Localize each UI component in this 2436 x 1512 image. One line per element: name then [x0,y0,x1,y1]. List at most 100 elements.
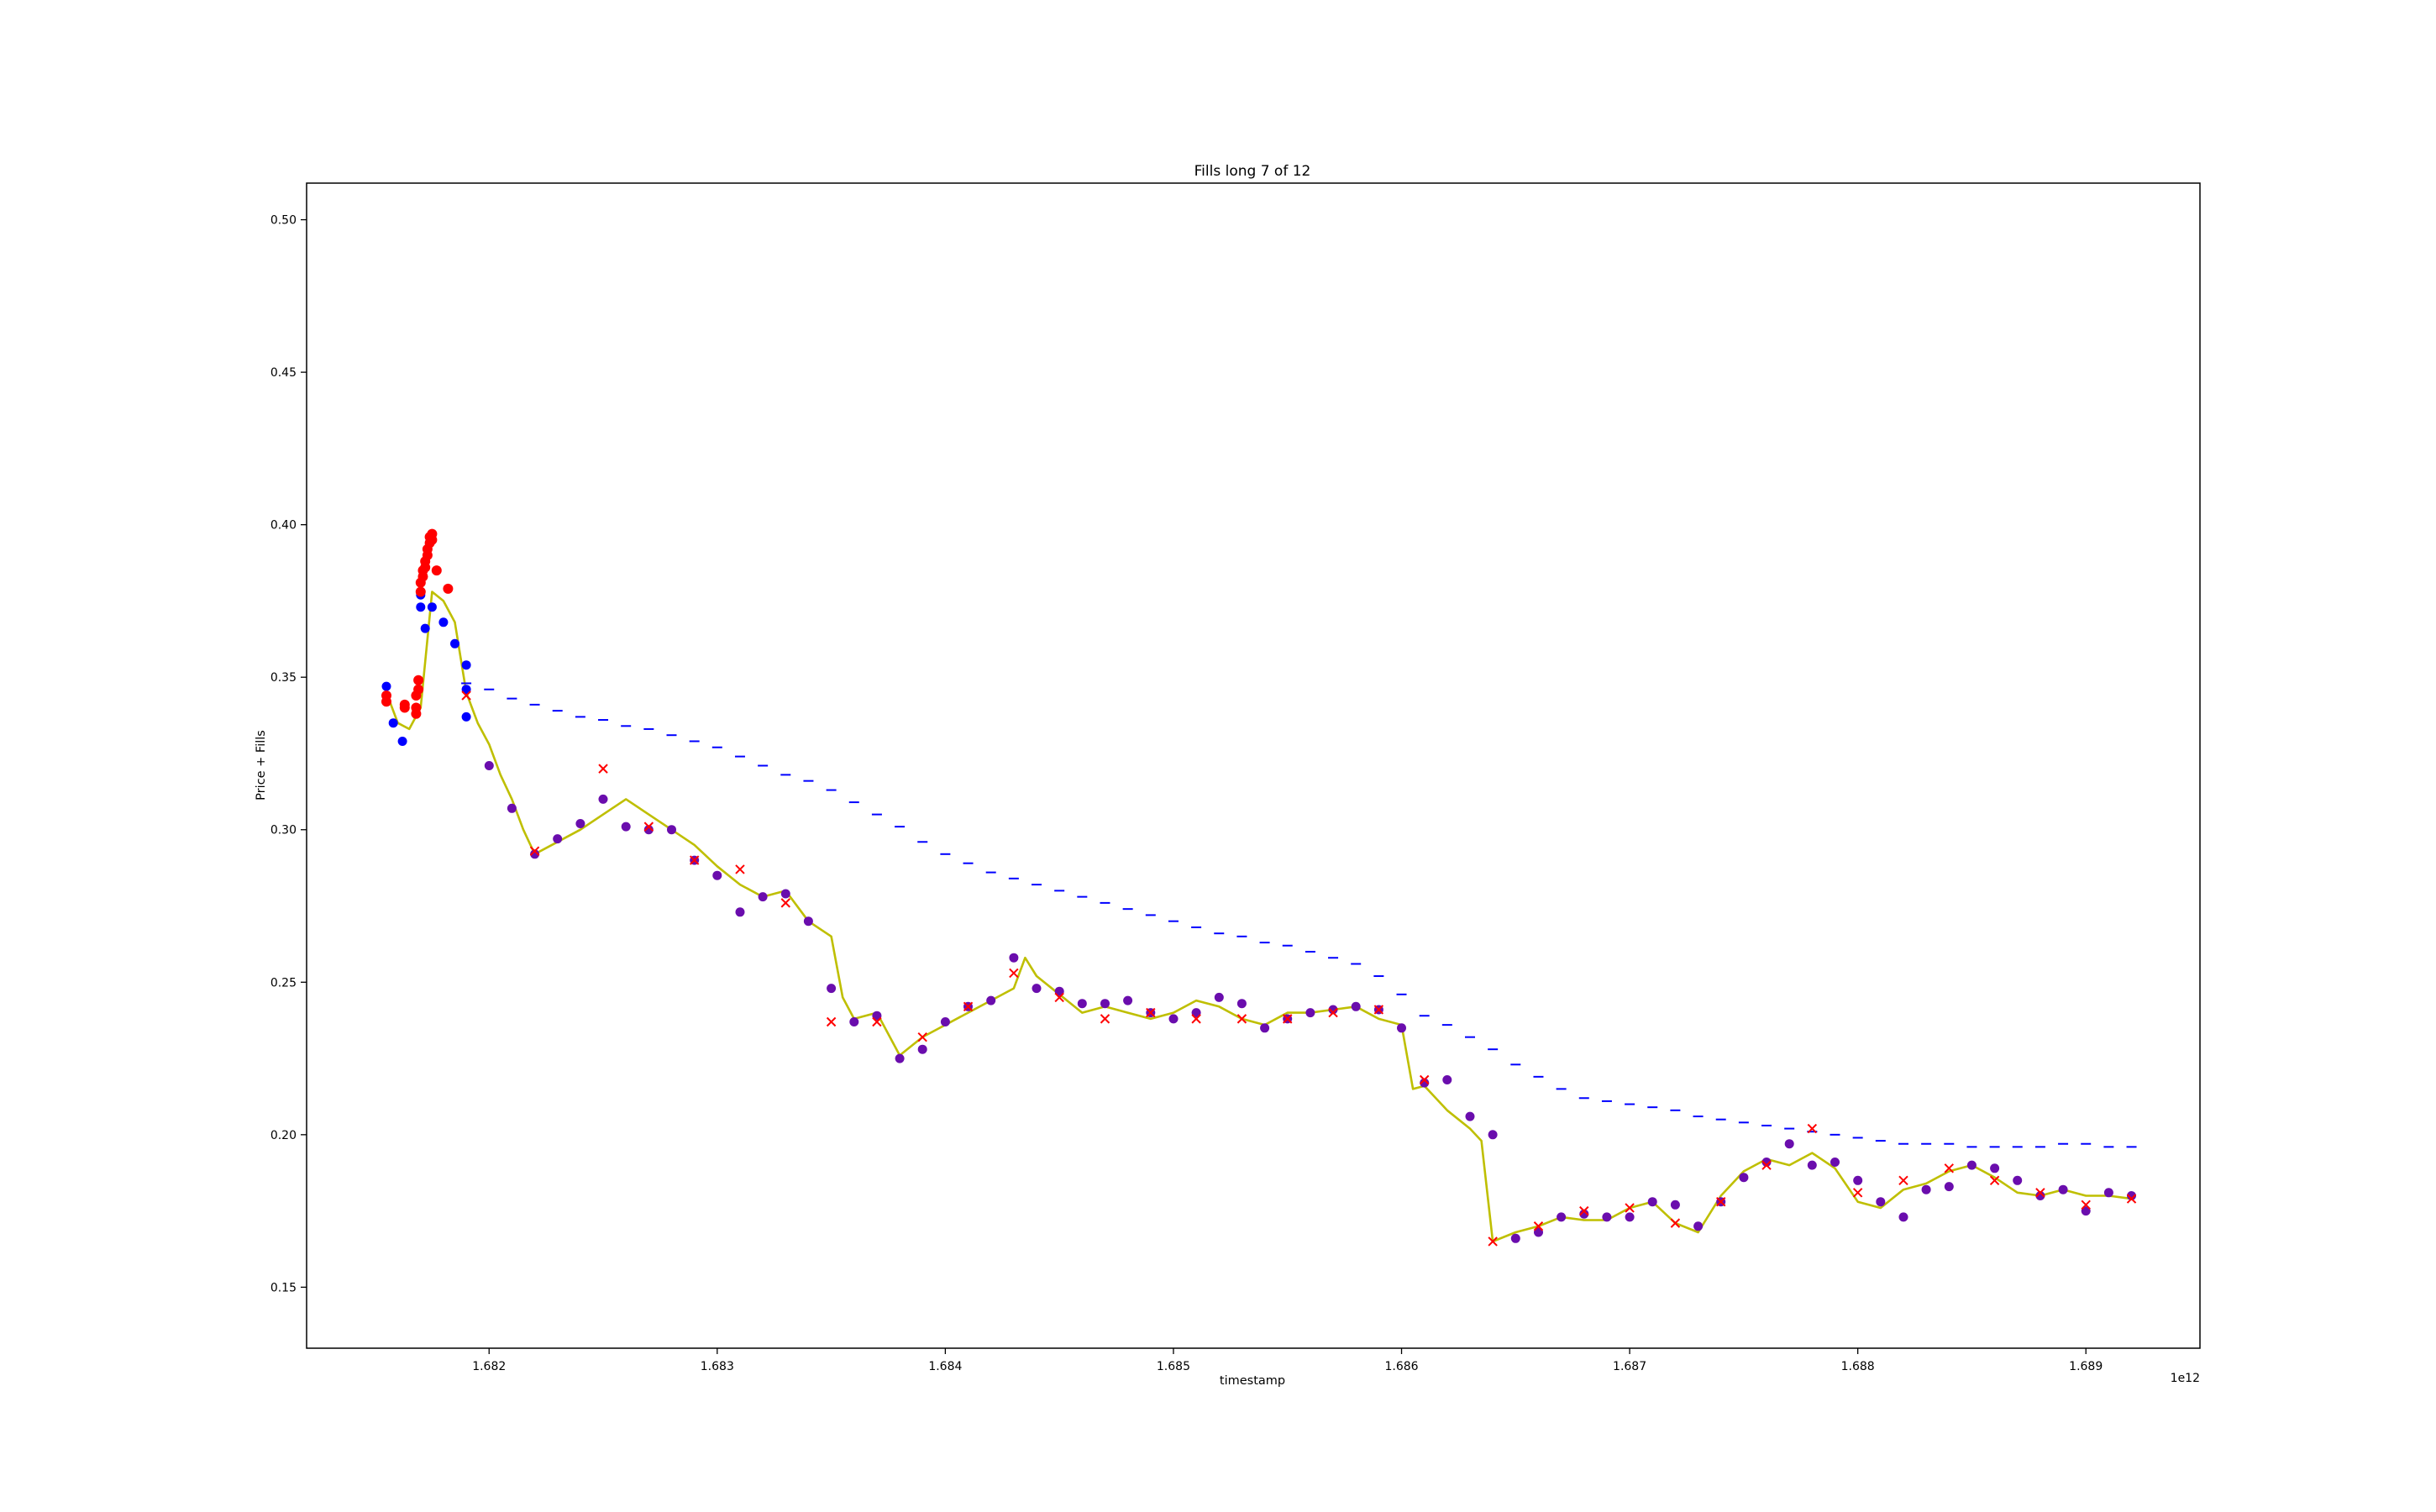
close-marker [1716,1197,1726,1207]
entry-fill-point [849,1017,859,1026]
y-tick-label: 0.35 [270,671,297,685]
entry-fill-point [1328,1005,1338,1015]
x-tick-label: 1.688 [1841,1360,1875,1373]
entry-fill-point [803,916,813,927]
entry-fill-point [397,737,407,746]
close-marker [529,846,540,856]
entry-fill-point [1420,1078,1430,1088]
entry-fill-point [461,660,471,670]
close-marker [643,822,654,832]
entry-fill-point [1351,1001,1361,1011]
close-marker [963,1001,974,1012]
entry-fill-point [2103,1188,2113,1198]
x-tick-label: 1.684 [928,1360,962,1373]
entry-fill-point [1054,986,1064,996]
close-marker [1488,1236,1498,1247]
close-marker [1100,1014,1110,1024]
axes-frame [306,182,2201,1349]
close-fill-point [413,684,424,695]
entry-fill-point [575,819,585,828]
entry-fill-point [1236,999,1247,1009]
x-axis-label: timestamp [1220,1374,1285,1388]
close-marker [1761,1160,1772,1170]
y-tick-label: 0.20 [270,1129,297,1142]
entry-fill-point [1670,1200,1680,1210]
x-axis: 1.682 1.683 1.684 1.685 1.686 1.687 1.688 1.689 [472,1348,2103,1373]
entry-fill-point [388,718,398,728]
close-marker [1807,1123,1818,1134]
entry-fill-point [553,834,563,844]
entry-fill-point [1442,1075,1452,1084]
close-marker [1670,1218,1681,1228]
entry-fill-point [667,825,676,835]
close-marker [461,690,471,701]
close-marker [1579,1205,1589,1216]
entry-fill-point [1966,1160,1977,1170]
entry-fill-point [416,602,426,612]
entry-fill-point [1807,1160,1817,1170]
entry-fill-point [1077,999,1087,1009]
close-marker [1898,1175,1908,1186]
close-marker [1009,968,1019,979]
entry-fill-point [1761,1158,1772,1167]
close-marker [1283,1014,1293,1024]
entry-fill-point [1534,1227,1543,1237]
close-marker [2035,1188,2045,1198]
x-axis-offset-label: 1e12 [2171,1372,2200,1385]
entry-fill-point [1944,1182,1954,1192]
close-fill-point [381,690,391,701]
y-tick-label: 0.45 [270,366,297,380]
x-tick-label: 1.682 [472,1360,506,1373]
close-marker [1146,1007,1156,1018]
entry-fill-point [1602,1212,1612,1222]
entry-fill-point [1557,1212,1567,1222]
entry-fill-point [643,825,654,835]
close-marker [1191,1014,1201,1024]
y-tick-label: 0.50 [270,214,297,228]
entry-fill-point [461,711,471,722]
entry-fill-point [2081,1206,2091,1216]
entry-fill-point [895,1053,905,1063]
entry-fill-point [450,638,459,648]
entry-fill-point [1123,995,1133,1005]
close-marker [689,855,700,865]
close-fill-point [443,583,454,594]
entry-fill-point [2013,1175,2023,1185]
close-marker [735,864,745,874]
entry-fill-point [827,984,837,994]
entry-fill-point [507,803,517,813]
entry-fill-point [1214,992,1224,1002]
close-marker [1944,1163,1954,1173]
entry-fill-point [1784,1139,1794,1149]
entry-fill-point [735,907,745,917]
entry-fill-point [1693,1221,1704,1231]
close-fill-point [431,565,442,576]
entry-fill-point [1739,1173,1749,1183]
entry-fill-point [712,870,722,880]
entry-fill-point [1625,1212,1635,1222]
y-tick-label: 0.25 [270,976,297,990]
entry-fill-point [530,849,540,859]
close-marker [1852,1188,1863,1198]
entry-fill-point [780,889,790,899]
chart-title: Fills long 7 of 12 [1194,163,1311,180]
entry-fill-point [1260,1023,1270,1033]
entry-fill-point [1465,1111,1475,1121]
plot-area [381,528,2137,1247]
entry-fill-point [872,1011,882,1021]
entry-fill-point [2127,1191,2136,1200]
entry-fill-point [381,681,391,691]
entry-fill-point [1100,999,1110,1009]
entry-fill-point [986,995,996,1005]
close-marker [1054,992,1064,1003]
x-tick-label: 1.689 [2069,1360,2103,1373]
close-marker [1419,1074,1430,1085]
price-line [385,591,2132,1243]
y-tick-label: 0.30 [270,824,297,837]
y-axis: 0.15 0.20 0.25 0.30 0.35 0.40 0.45 0.50 [270,214,307,1294]
y-tick-label: 0.40 [270,519,297,533]
entry-fill-point [2035,1191,2045,1200]
entry-fill-point [1898,1212,1908,1222]
close-marker [2126,1194,2137,1204]
